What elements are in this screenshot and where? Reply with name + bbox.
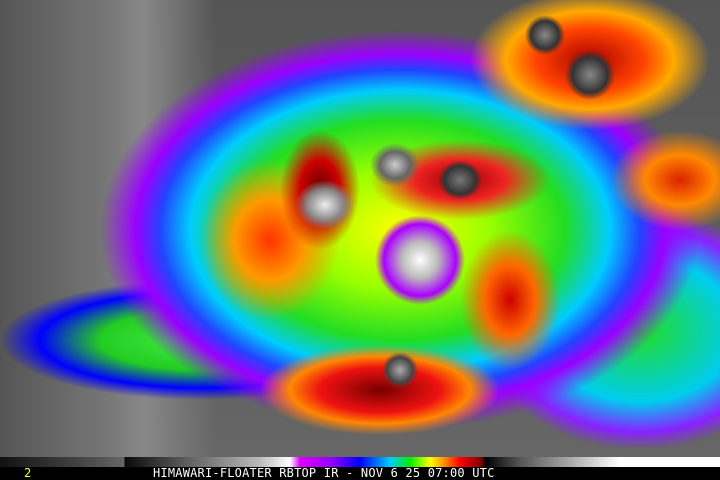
temperature-colorbar xyxy=(0,457,720,467)
infrared-satellite-image xyxy=(0,0,720,457)
frame-number: 2 xyxy=(24,466,32,480)
image-caption: HIMAWARI-FLOATER RBTOP IR - NOV 6 25 07:… xyxy=(153,466,495,480)
caption-bar xyxy=(0,467,720,480)
